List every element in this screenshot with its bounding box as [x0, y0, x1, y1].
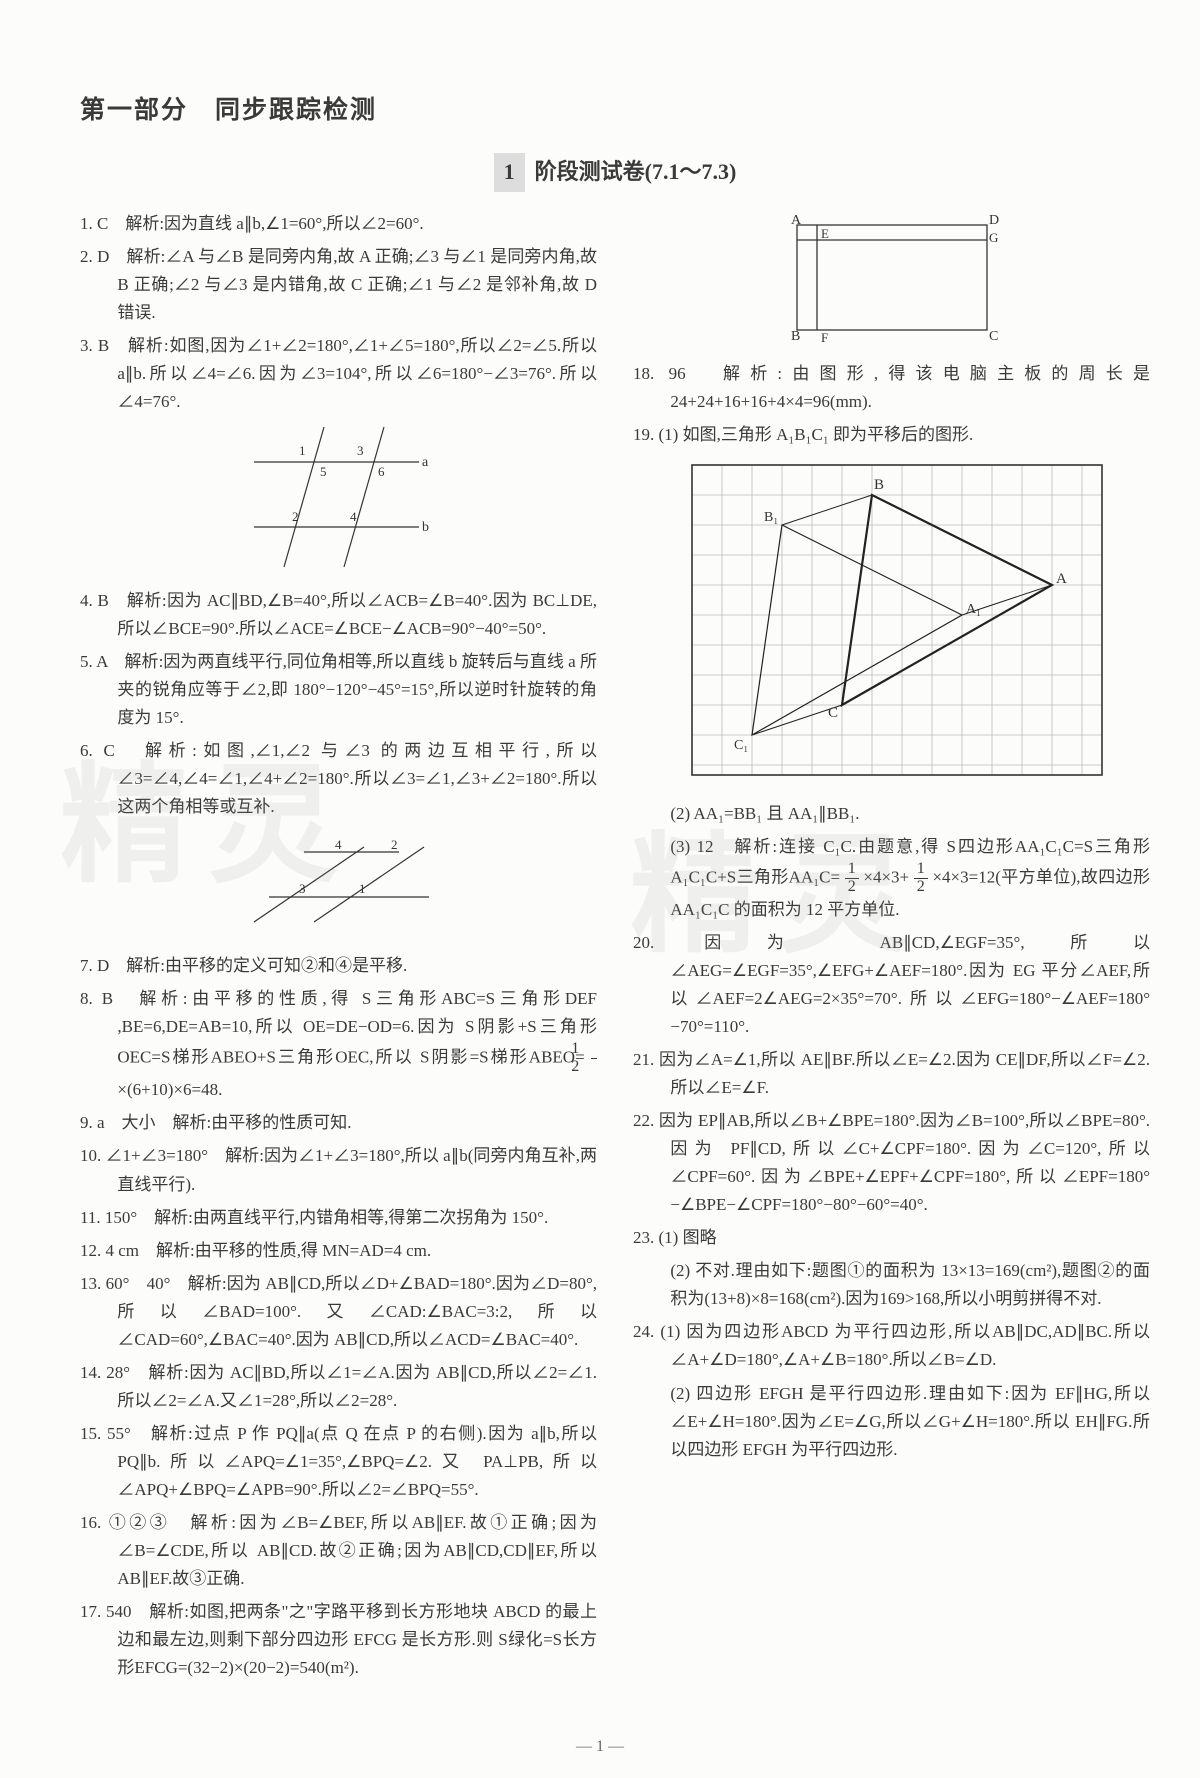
q24-1: 24. (1) 因为四边形ABCD 为平行四边形,所以AB∥DC,AD∥BC.所… [633, 1318, 1150, 1374]
frac-half-1: 12 [591, 1041, 597, 1076]
q19-3: (3) 12 解析:连接 C₁C.由题意,得 S四边形AA₁C₁C=S三角形A₁… [633, 833, 1150, 924]
q9: 9. a 大小 解析:由平移的性质可知. [80, 1109, 597, 1137]
q1: 1. C 解析:因为直线 a∥b,∠1=60°,所以∠2=60°. [80, 210, 597, 238]
page-header: 第一部分 同步跟踪检测 [80, 90, 1150, 131]
svg-text:6: 6 [378, 464, 385, 479]
q23-1: 23. (1) 图略 [633, 1224, 1150, 1252]
q13: 13. 60° 40° 解析:因为 AB∥CD,所以∠D+∠BAD=180°.因… [80, 1270, 597, 1354]
q14: 14. 28° 解析:因为 AC∥BD,所以∠1=∠A.因为 AB∥CD,所以∠… [80, 1359, 597, 1415]
svg-text:2: 2 [391, 837, 398, 852]
q11: 11. 150° 解析:由两直线平行,内错角相等,得第二次拐角为 150°. [80, 1204, 597, 1232]
content-columns: 1. C 解析:因为直线 a∥b,∠1=60°,所以∠2=60°. 2. D 解… [80, 210, 1150, 1730]
svg-text:5: 5 [320, 464, 327, 479]
q12: 12. 4 cm 解析:由平移的性质,得 MN=AD=4 cm. [80, 1237, 597, 1265]
q10: 10. ∠1+∠3=180° 解析:因为∠1+∠3=180°,所以 a∥b(同旁… [80, 1142, 597, 1198]
q24-2: (2) 四边形 EFGH 是平行四边形.理由如下:因为 EF∥HG,所以∠E+∠… [633, 1380, 1150, 1464]
figure-q17: A D B C E G F [633, 210, 1150, 354]
q20: 20. 因为 AB∥CD,∠EGF=35°,所以∠AEG=∠EGF=35°,∠E… [633, 929, 1150, 1041]
svg-text:C: C [989, 329, 998, 344]
q23-2: (2) 不对.理由如下:题图①的面积为 13×13=169(cm²),题图②的面… [633, 1257, 1150, 1313]
svg-text:3: 3 [357, 443, 364, 458]
svg-text:1: 1 [359, 881, 366, 896]
svg-text:G: G [989, 230, 998, 245]
svg-text:1: 1 [299, 443, 306, 458]
q8: 8. B 解析:由平移的性质,得 S三角形ABC=S三角形DEF ,BE=6,D… [80, 985, 597, 1104]
q19-3b: ×4×3+ [863, 867, 909, 886]
section-title-text: 阶段测试卷(7.1～7.3) [535, 159, 737, 184]
q16: 16. ①②③ 解析:因为∠B=∠BEF,所以AB∥EF.故①正确;因为∠B=∠… [80, 1509, 597, 1593]
q3: 3. B 解析:如图,因为∠1+∠2=180°,∠1+∠5=180°,所以∠2=… [80, 332, 597, 416]
figure-q6: 4 2 1 3 [80, 827, 597, 946]
q18: 18. 96 解析:由图形,得该电脑主板的周长是 24+24+16+16+4×4… [633, 360, 1150, 416]
page-number: — 1 — [0, 1734, 1200, 1760]
section-title: 1 阶段测试卷(7.1～7.3) [80, 153, 1150, 191]
svg-text:B: B [874, 477, 884, 493]
svg-text:E: E [821, 226, 829, 241]
q22: 22. 因为 EP∥AB,所以∠B+∠BPE=180°.因为∠B=100°,所以… [633, 1107, 1150, 1219]
q15: 15. 55° 解析:过点 P 作 PQ∥a(点 Q 在点 P 的右侧).因为 … [80, 1420, 597, 1504]
svg-text:B₁: B₁ [764, 510, 778, 525]
svg-text:A₁: A₁ [966, 602, 981, 617]
figure-q3: a b 1 3 5 6 2 4 [80, 422, 597, 581]
svg-text:C₁: C₁ [734, 738, 748, 753]
q21: 21. 因为∠A=∠1,所以 AE∥BF.所以∠E=∠2.因为 CE∥DF,所以… [633, 1046, 1150, 1102]
svg-text:4: 4 [335, 837, 342, 852]
svg-text:D: D [989, 213, 999, 228]
svg-text:4: 4 [350, 509, 357, 524]
svg-text:F: F [821, 330, 828, 345]
q19-2: (2) AA₁=BB₁ 且 AA₁∥BB₁. [633, 800, 1150, 828]
q4: 4. B 解析:因为 AC∥BD,∠B=40°,所以∠ACB=∠B=40°.因为… [80, 587, 597, 643]
q5: 5. A 解析:因为两直线平行,同位角相等,所以直线 b 旋转后与直线 a 所夹… [80, 648, 597, 732]
q6: 6. C 解析:如图,∠1,∠2 与∠3 的两边互相平行,所以∠3=∠4,∠4=… [80, 737, 597, 821]
q17: 17. 540 解析:如图,把两条"之"字路平移到长方形地块 ABCD 的最上边… [80, 1598, 597, 1682]
svg-text:2: 2 [292, 509, 299, 524]
svg-text:a: a [422, 455, 429, 470]
svg-text:A: A [1056, 571, 1067, 587]
svg-text:B: B [791, 329, 800, 344]
q7: 7. D 解析:由平移的定义可知②和④是平移. [80, 952, 597, 980]
q19-1: 19. (1) 如图,三角形 A₁B₁C₁ 即为平移后的图形. [633, 421, 1150, 449]
frac-half-2: 12 [845, 861, 859, 896]
frac-half-3: 12 [914, 861, 928, 896]
svg-text:3: 3 [299, 881, 306, 896]
q8a: 8. B 解析:由平移的性质,得 S三角形ABC=S三角形DEF ,BE=6,D… [80, 989, 597, 1066]
figure-q19: A B C A₁ B₁ C₁ [633, 455, 1150, 794]
q8b: ×(6+10)×6=48. [117, 1080, 222, 1099]
section-number-box: 1 [494, 153, 525, 191]
svg-text:b: b [422, 520, 429, 535]
q2: 2. D 解析:∠A 与∠B 是同旁内角,故 A 正确;∠3 与∠1 是同旁内角… [80, 243, 597, 327]
svg-text:A: A [791, 213, 802, 228]
svg-text:C: C [828, 705, 838, 721]
